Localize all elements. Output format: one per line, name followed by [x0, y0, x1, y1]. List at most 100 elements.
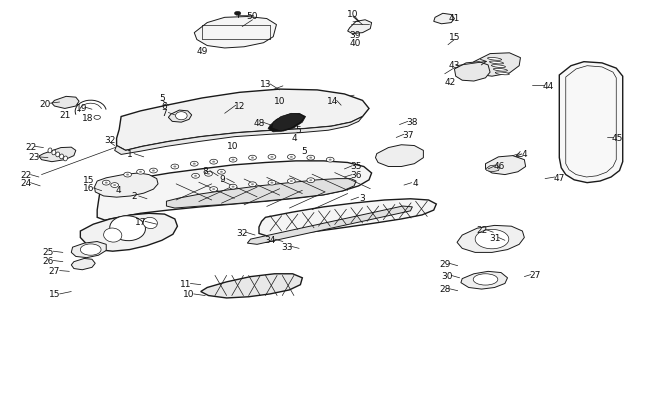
Circle shape [290, 181, 292, 182]
Text: 15: 15 [83, 176, 94, 185]
Circle shape [111, 183, 118, 188]
Ellipse shape [495, 73, 510, 76]
Polygon shape [72, 259, 96, 270]
Circle shape [139, 172, 142, 173]
Text: 34: 34 [265, 235, 276, 244]
Polygon shape [469, 54, 521, 77]
Polygon shape [248, 207, 412, 245]
Text: 5: 5 [295, 126, 301, 134]
Ellipse shape [81, 244, 101, 256]
Text: 10: 10 [227, 142, 239, 151]
Circle shape [268, 155, 276, 160]
Polygon shape [114, 117, 363, 155]
Text: 13: 13 [260, 80, 271, 89]
Ellipse shape [110, 216, 146, 241]
Text: 32: 32 [237, 228, 248, 237]
Circle shape [290, 157, 292, 158]
Polygon shape [116, 90, 369, 151]
Text: 5: 5 [159, 94, 164, 102]
Text: 32: 32 [105, 136, 116, 145]
Circle shape [232, 186, 235, 188]
Ellipse shape [64, 157, 68, 162]
Polygon shape [98, 162, 372, 221]
Text: 38: 38 [407, 117, 418, 126]
Text: 20: 20 [40, 100, 51, 109]
Text: 47: 47 [554, 173, 565, 182]
Polygon shape [486, 156, 526, 175]
Text: 10: 10 [183, 290, 195, 299]
Circle shape [326, 158, 334, 163]
Circle shape [213, 189, 215, 190]
Circle shape [287, 155, 295, 160]
Circle shape [249, 182, 256, 187]
Polygon shape [268, 114, 306, 132]
Text: 22: 22 [20, 171, 32, 180]
Text: 44: 44 [543, 81, 554, 90]
Polygon shape [454, 62, 490, 82]
Text: 9: 9 [220, 175, 226, 183]
Circle shape [193, 164, 196, 165]
Circle shape [307, 178, 315, 183]
Circle shape [171, 165, 179, 170]
Text: 16: 16 [83, 184, 94, 193]
Circle shape [205, 172, 213, 177]
Ellipse shape [52, 151, 56, 156]
Polygon shape [376, 145, 423, 167]
Circle shape [174, 166, 176, 168]
Circle shape [220, 172, 223, 173]
Polygon shape [72, 242, 106, 258]
Text: 29: 29 [439, 259, 450, 268]
Text: 43: 43 [448, 61, 460, 70]
Polygon shape [457, 226, 525, 253]
Text: 41: 41 [448, 14, 460, 23]
Circle shape [270, 182, 273, 184]
Polygon shape [95, 173, 158, 198]
Text: 28: 28 [439, 284, 450, 294]
Circle shape [94, 116, 100, 120]
Ellipse shape [475, 230, 509, 249]
Circle shape [268, 181, 276, 185]
Text: 17: 17 [135, 217, 146, 226]
Circle shape [113, 185, 116, 186]
Circle shape [287, 179, 295, 184]
Circle shape [307, 156, 315, 161]
Circle shape [229, 158, 237, 163]
Text: 33: 33 [281, 242, 293, 251]
Text: 26: 26 [42, 256, 54, 265]
Text: 8: 8 [202, 166, 208, 176]
Text: 21: 21 [59, 111, 70, 120]
Circle shape [218, 170, 226, 175]
Text: 2: 2 [131, 192, 137, 201]
Text: 4: 4 [115, 185, 121, 194]
Polygon shape [461, 272, 508, 290]
Polygon shape [166, 179, 356, 209]
Text: 24: 24 [20, 179, 32, 188]
Ellipse shape [488, 58, 502, 61]
Text: 30: 30 [441, 271, 452, 280]
Circle shape [251, 158, 254, 159]
Circle shape [329, 160, 332, 161]
Text: 10: 10 [274, 97, 285, 106]
Text: 7: 7 [162, 109, 167, 118]
Circle shape [249, 156, 256, 161]
Polygon shape [81, 214, 177, 252]
Text: 11: 11 [180, 279, 192, 288]
Text: 15: 15 [49, 290, 60, 299]
Text: 4: 4 [291, 134, 297, 143]
Text: 15: 15 [448, 33, 460, 42]
Circle shape [210, 187, 218, 192]
Ellipse shape [56, 153, 60, 158]
Circle shape [105, 182, 107, 184]
Circle shape [102, 181, 110, 185]
Text: 5: 5 [302, 147, 307, 156]
Circle shape [251, 184, 254, 185]
Text: 39: 39 [349, 31, 361, 40]
Polygon shape [194, 17, 276, 49]
Circle shape [126, 174, 129, 176]
Ellipse shape [176, 113, 187, 120]
Text: 42: 42 [445, 77, 456, 86]
Ellipse shape [493, 69, 508, 72]
Circle shape [150, 169, 157, 173]
Polygon shape [486, 166, 500, 173]
Polygon shape [348, 21, 372, 34]
